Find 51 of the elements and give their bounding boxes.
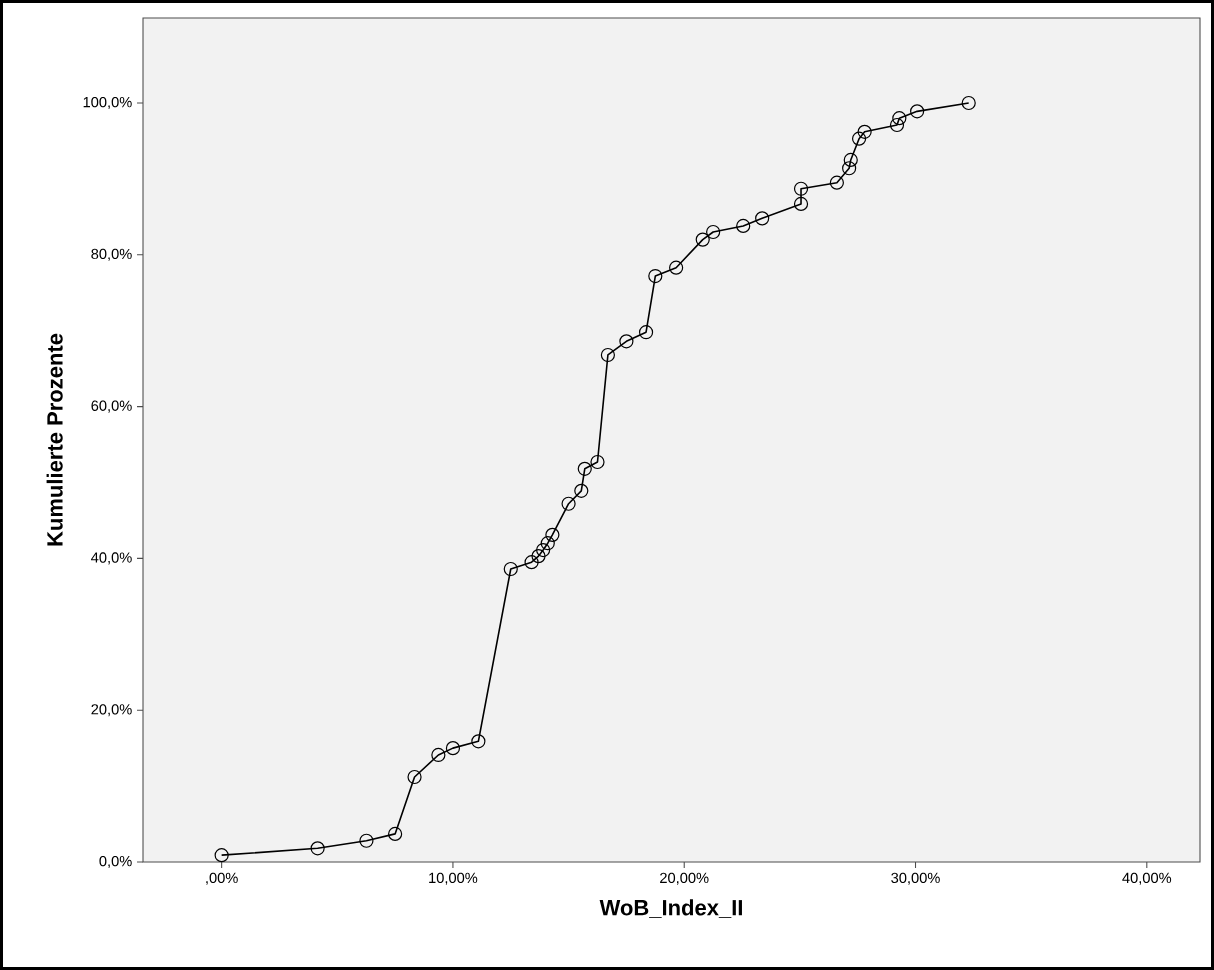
point [310, 841, 325, 856]
point [388, 826, 403, 841]
point [540, 536, 555, 551]
point [910, 104, 925, 119]
point [669, 260, 684, 275]
y-tick-label: 0,0% [99, 855, 132, 869]
point [431, 747, 446, 763]
y-tick-label: 40,0% [91, 552, 132, 565]
point [736, 218, 751, 234]
point [445, 741, 461, 756]
x-tick-label: 20,00% [660, 872, 709, 885]
point [214, 848, 229, 863]
x-tick-label: 10,00% [429, 872, 478, 885]
y-tick-label: 20,0% [91, 704, 132, 717]
point [590, 454, 605, 470]
point [638, 325, 654, 340]
x-tick-label: 40,00% [1122, 872, 1172, 885]
point [706, 224, 721, 240]
point [829, 175, 844, 190]
point [536, 542, 551, 558]
point [577, 461, 592, 476]
y-axis-title: Kumulierte Prozente [46, 333, 63, 546]
point [600, 347, 615, 363]
point [889, 117, 905, 133]
y-tick-label: 80,0% [91, 248, 132, 261]
point [755, 211, 770, 226]
x-tick-label: 30,00% [891, 872, 940, 885]
x-axis-title: WoB_Index_II [599, 899, 742, 918]
point [531, 549, 546, 564]
point [842, 161, 857, 176]
point [561, 496, 576, 511]
point [407, 769, 422, 785]
point [857, 124, 872, 139]
point [843, 152, 858, 168]
point [503, 561, 518, 577]
point [574, 483, 589, 498]
point [359, 833, 374, 848]
point [961, 95, 976, 111]
point [892, 111, 907, 126]
point [545, 527, 560, 542]
point [648, 268, 663, 284]
point [619, 334, 634, 349]
x-tick-label: ,00% [206, 872, 238, 885]
point [851, 131, 867, 146]
point [524, 555, 539, 570]
point [471, 734, 486, 749]
point [695, 232, 710, 247]
y-tick-label: 60,0% [91, 400, 132, 413]
y-tick-label: 100,0% [83, 96, 132, 110]
point [793, 181, 809, 196]
point [793, 196, 809, 212]
